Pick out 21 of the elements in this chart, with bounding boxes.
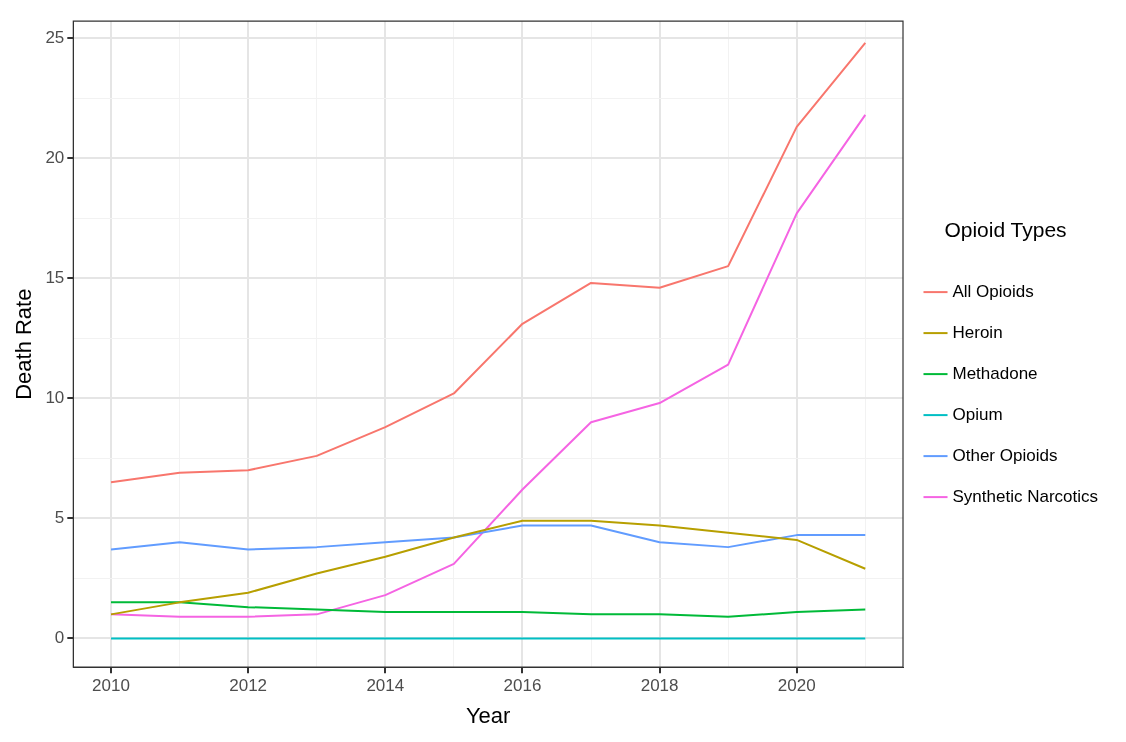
x-tick-label: 2020	[777, 676, 816, 696]
x-tick-label: 2018	[640, 676, 679, 696]
y-tick-label: 25	[45, 27, 65, 47]
y-tick-label: 5	[54, 508, 65, 527]
x-tick-label: 2010	[92, 676, 130, 696]
legend-label: Opium	[952, 404, 1003, 424]
y-axis-title: Death Rate	[11, 288, 37, 400]
x-tick-label: 2012	[229, 676, 268, 696]
legend-label: All Opioids	[952, 281, 1034, 301]
legend-title: Opioid Types	[944, 217, 1067, 241]
y-tick-label: 10	[45, 387, 65, 407]
legend-label: Synthetic Narcotics	[952, 486, 1098, 506]
legend-label: Heroin	[952, 322, 1003, 342]
y-tick-label: 0	[54, 628, 65, 648]
y-tick-label: 15	[45, 267, 65, 287]
x-tick-label: 2016	[503, 676, 542, 696]
x-tick-label: 2014	[366, 676, 405, 696]
legend-label: Other Opioids	[952, 445, 1058, 465]
x-axis-title: Year	[465, 702, 511, 728]
legend-label: Methadone	[952, 363, 1038, 383]
y-tick-label: 20	[45, 147, 65, 167]
